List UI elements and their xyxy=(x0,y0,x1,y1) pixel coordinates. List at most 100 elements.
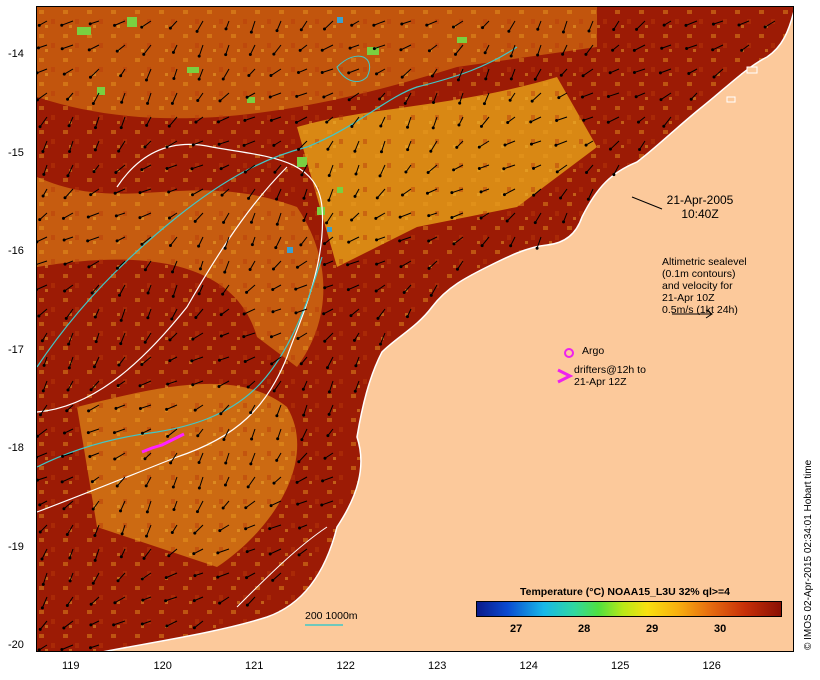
velocity-arrow xyxy=(348,284,360,291)
velocity-arrow-head xyxy=(325,366,329,370)
velocity-arrow-head xyxy=(118,293,122,297)
velocity-arrow-head xyxy=(400,193,404,197)
velocity-arrow-head xyxy=(217,358,221,362)
velocity-arrow xyxy=(503,164,516,170)
velocity-arrow xyxy=(191,164,204,170)
velocity-arrow xyxy=(328,380,334,393)
velocity-arrow-head xyxy=(193,531,197,535)
velocity-arrow-head xyxy=(195,510,199,514)
velocity-arrow xyxy=(401,20,412,25)
velocity-arrow xyxy=(453,236,464,245)
velocity-arrow-head xyxy=(62,626,66,630)
velocity-arrow-head xyxy=(140,622,144,626)
velocity-arrow-head xyxy=(586,197,590,201)
velocity-arrow xyxy=(165,596,178,602)
velocity-arrow xyxy=(274,164,282,173)
velocity-arrow-head xyxy=(244,527,248,531)
velocity-arrow-head xyxy=(561,52,565,56)
velocity-arrow-head xyxy=(66,97,70,101)
velocity-arrow-head xyxy=(145,123,149,127)
velocity-arrow xyxy=(195,308,204,318)
velocity-arrow-head xyxy=(584,143,588,147)
velocity-arrow-head xyxy=(120,532,124,536)
velocity-arrow xyxy=(37,428,48,437)
velocity-arrow-head xyxy=(302,219,306,223)
velocity-arrow xyxy=(741,44,750,51)
velocity-arrow-head xyxy=(190,167,194,171)
velocity-arrow-head xyxy=(379,124,383,128)
velocity-arrow-head xyxy=(114,214,118,218)
velocity-arrow-head xyxy=(143,145,147,149)
velocity-arrow-head xyxy=(245,550,249,554)
velocity-arrow xyxy=(300,20,308,31)
velocity-arrow-head xyxy=(90,291,94,295)
velocity-arrow-head xyxy=(167,554,171,558)
velocity-arrows xyxy=(37,20,776,651)
velocity-arrow-head xyxy=(375,262,379,266)
velocity-arrow xyxy=(297,332,308,339)
velocity-arrow-head xyxy=(37,240,39,244)
velocity-arrow-head xyxy=(587,29,591,33)
lat-tick-label: -18 xyxy=(8,442,24,454)
velocity-arrow-head xyxy=(193,408,197,412)
velocity-arrow-head xyxy=(302,196,306,200)
velocity-arrow-head xyxy=(533,221,537,225)
velocity-arrow xyxy=(40,404,48,415)
velocity-arrow-head xyxy=(165,166,169,170)
velocity-arrow xyxy=(635,92,646,98)
map-frame[interactable] xyxy=(36,6,794,652)
velocity-arrow xyxy=(224,260,230,273)
date-line1: 21-Apr-2005 xyxy=(666,193,734,207)
velocity-arrow-head xyxy=(140,431,144,435)
velocity-arrow-head xyxy=(114,170,118,174)
velocity-arrow-head xyxy=(247,74,251,78)
velocity-arrow xyxy=(738,20,750,26)
velocity-arrow xyxy=(533,188,542,196)
velocity-arrow xyxy=(197,92,204,101)
velocity-arrow-head xyxy=(68,579,72,583)
velocity-arrow xyxy=(146,524,152,537)
velocity-arrow-head xyxy=(272,143,276,147)
velocity-arrow xyxy=(94,548,100,561)
velocity-arrow-head xyxy=(93,315,97,319)
velocity-arrow xyxy=(118,356,126,366)
velocity-arrow xyxy=(64,68,74,75)
velocity-arrow xyxy=(65,308,74,319)
velocity-arrow xyxy=(271,116,282,121)
velocity-arrow xyxy=(375,212,386,219)
velocity-arrow-head xyxy=(164,599,168,603)
velocity-arrow-head xyxy=(172,508,176,512)
velocity-arrow xyxy=(62,452,74,457)
velocity-arrow-head xyxy=(219,334,223,338)
velocity-arrow-head xyxy=(580,95,584,99)
velocity-arrow xyxy=(172,260,178,273)
velocity-arrow xyxy=(433,92,438,103)
velocity-arrow-head xyxy=(477,166,481,170)
velocity-arrow-head xyxy=(93,126,97,130)
velocity-arrow xyxy=(61,20,74,26)
velocity-arrow-head xyxy=(89,602,93,606)
velocity-arrow xyxy=(537,44,542,56)
velocity-scale-arrow-icon xyxy=(672,309,713,319)
sst-map[interactable] xyxy=(37,7,794,652)
velocity-arrow xyxy=(219,356,230,361)
velocity-arrow-head xyxy=(38,125,42,129)
velocity-arrow-head xyxy=(245,290,249,294)
velocity-arrow xyxy=(585,44,594,55)
velocity-arrow xyxy=(556,164,568,173)
date-annotation: 21-Apr-2005 10:40Z xyxy=(660,193,740,221)
velocity-arrow xyxy=(143,548,152,559)
velocity-arrow-head xyxy=(271,267,275,271)
velocity-arrow-head xyxy=(427,266,431,270)
velocity-arrow xyxy=(88,212,100,218)
velocity-arrow-head xyxy=(146,291,150,295)
velocity-arrow xyxy=(639,140,646,150)
velocity-arrow-head xyxy=(223,483,227,487)
lat-tick-label: -15 xyxy=(8,146,24,159)
velocity-arrow-head xyxy=(268,527,272,531)
velocity-arrow-head xyxy=(269,74,273,78)
velocity-arrow-head xyxy=(450,216,454,220)
velocity-arrow xyxy=(198,236,204,247)
velocity-arrow xyxy=(198,452,204,463)
velocity-arrow xyxy=(115,404,126,409)
